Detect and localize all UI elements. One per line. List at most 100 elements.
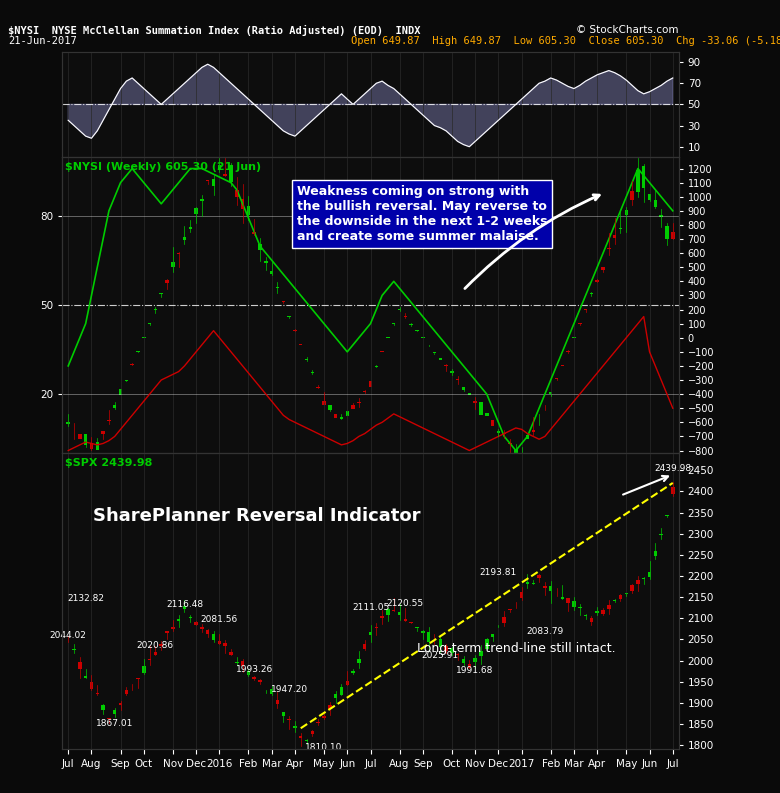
Bar	[520, 592, 523, 598]
Bar	[398, 308, 402, 310]
Bar	[95, 693, 99, 695]
Bar	[194, 208, 198, 214]
Text: SharePlanner Reversal Indicator: SharePlanner Reversal Indicator	[94, 507, 420, 525]
Bar	[665, 226, 668, 239]
Bar	[78, 662, 82, 669]
Bar	[445, 365, 448, 366]
Bar	[346, 411, 349, 416]
Bar	[636, 170, 640, 192]
Bar	[159, 644, 163, 646]
Bar	[287, 316, 291, 317]
Bar	[473, 401, 477, 403]
Text: 1947.20: 1947.20	[271, 684, 307, 694]
Bar	[509, 609, 512, 611]
Bar	[177, 253, 180, 255]
Bar	[654, 200, 657, 206]
Bar	[648, 193, 651, 201]
Bar	[328, 405, 332, 410]
Bar	[630, 191, 634, 201]
Bar	[363, 391, 367, 392]
Text: 1991.68: 1991.68	[456, 666, 494, 675]
Text: Weakness coming on strong with
the bullish reversal. May reverse to
the downside: Weakness coming on strong with the bulli…	[296, 186, 547, 243]
Bar	[84, 435, 87, 445]
Bar	[578, 607, 582, 608]
Bar	[241, 661, 244, 666]
Bar	[531, 430, 535, 432]
Bar	[328, 705, 332, 709]
Bar	[671, 232, 675, 239]
Text: 2116.48: 2116.48	[166, 600, 203, 610]
Bar	[421, 630, 424, 633]
Bar	[334, 415, 338, 418]
Text: Long-term trend-line still intact.: Long-term trend-line still intact.	[417, 642, 615, 655]
Bar	[229, 166, 232, 182]
Bar	[73, 649, 76, 650]
Bar	[142, 665, 146, 672]
Bar	[340, 416, 343, 419]
Bar	[398, 612, 402, 615]
Bar	[107, 420, 111, 421]
Bar	[497, 431, 500, 433]
Bar	[537, 575, 541, 578]
Text: 2111.05: 2111.05	[352, 603, 389, 611]
Bar	[392, 610, 395, 611]
Bar	[526, 582, 529, 584]
Bar	[410, 324, 413, 325]
Bar	[619, 228, 622, 229]
Bar	[113, 710, 116, 714]
Bar	[467, 664, 471, 668]
Bar	[467, 393, 471, 395]
Bar	[171, 626, 175, 629]
Bar	[212, 634, 215, 640]
Bar	[526, 435, 529, 439]
Bar	[171, 262, 175, 267]
Text: 2439.98: 2439.98	[654, 464, 691, 473]
Bar	[119, 389, 122, 395]
Bar	[206, 630, 210, 634]
Bar	[584, 615, 587, 616]
Bar	[381, 616, 384, 618]
Bar	[607, 605, 611, 609]
Bar	[136, 351, 140, 352]
Text: 2025.91: 2025.91	[422, 652, 459, 661]
Bar	[165, 630, 168, 633]
Bar	[154, 653, 157, 654]
Bar	[223, 643, 227, 646]
Bar	[235, 661, 239, 663]
Bar	[590, 618, 593, 622]
Bar	[642, 166, 646, 188]
Bar	[194, 623, 198, 625]
Bar	[66, 637, 70, 638]
Text: $NYSI (Weekly) 605.30 (21 Jun): $NYSI (Weekly) 605.30 (21 Jun)	[66, 162, 261, 172]
Bar	[282, 712, 285, 716]
Bar	[369, 632, 372, 635]
Bar	[607, 247, 611, 250]
Bar	[246, 671, 250, 675]
Bar	[293, 726, 296, 728]
Bar	[659, 534, 663, 535]
Text: 2132.82: 2132.82	[67, 593, 105, 603]
Bar	[671, 487, 675, 495]
Bar	[369, 381, 372, 387]
Bar	[264, 262, 268, 263]
Bar	[241, 199, 244, 209]
Bar	[438, 358, 442, 360]
Bar	[625, 593, 628, 594]
Bar	[334, 694, 338, 698]
Bar	[462, 659, 465, 663]
Bar	[119, 703, 122, 705]
Bar	[101, 706, 105, 711]
Bar	[130, 364, 134, 365]
Bar	[566, 598, 570, 603]
Bar	[258, 244, 262, 251]
Bar	[322, 716, 326, 718]
Bar	[84, 676, 87, 678]
Bar	[183, 237, 186, 240]
Text: 1810.10: 1810.10	[305, 743, 342, 752]
Bar	[317, 387, 320, 388]
Bar	[555, 378, 558, 379]
Text: 2193.81: 2193.81	[480, 568, 517, 577]
Bar	[485, 639, 488, 649]
Bar	[183, 607, 186, 609]
Bar	[340, 687, 343, 695]
